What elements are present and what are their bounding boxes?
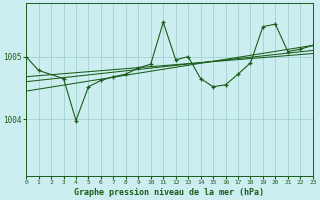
X-axis label: Graphe pression niveau de la mer (hPa): Graphe pression niveau de la mer (hPa) [75,188,264,197]
